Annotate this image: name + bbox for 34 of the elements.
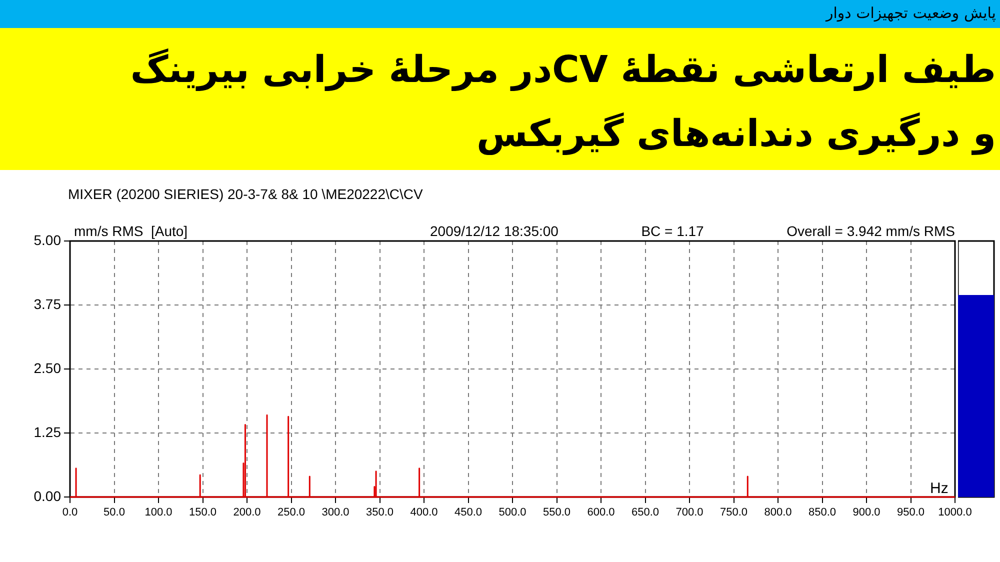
text: Overall = 3.942 mm/s RMS bbox=[786, 223, 955, 239]
y-tick-label: 2.50 bbox=[34, 360, 62, 376]
x-tick-label: 900.0 bbox=[852, 506, 880, 519]
y-tick-label: 0.00 bbox=[34, 488, 62, 504]
text: BC = 1.17 bbox=[641, 223, 704, 239]
x-tick-label: 50.0 bbox=[104, 506, 125, 519]
x-tick-label: 450.0 bbox=[454, 506, 482, 519]
y-tick-label: 1.25 bbox=[34, 424, 62, 440]
chart-subtitle: MIXER (20200 SIERIES) 20-3-7& 8& 10 \ME20222\C\CV bbox=[68, 186, 423, 202]
y-tick-label: 5.00 bbox=[34, 232, 62, 248]
x-tick-label: 550.0 bbox=[542, 506, 571, 519]
chart-title: طیف ارتعاشی نقطهٔ CVدر مرحلهٔ خرابی بیرینگ و درگیری دندانه‌های گیربکس bbox=[0, 28, 1000, 170]
x-tick-label: 150.0 bbox=[188, 506, 217, 519]
x-tick-label: 0.0 bbox=[62, 506, 78, 519]
text: 2009/12/12 18:35:00 bbox=[430, 223, 558, 239]
y-tick-label: 3.75 bbox=[34, 296, 62, 312]
x-tick-label: 700.0 bbox=[676, 506, 704, 519]
x-tick-label: 500.0 bbox=[498, 506, 526, 519]
text: پایش وضعیت تجهیزات دوار bbox=[826, 4, 996, 22]
x-tick-label: 750.0 bbox=[720, 506, 748, 519]
y-axis-title: mm/s RMS [Auto] bbox=[74, 223, 188, 239]
x-tick-label: 400.0 bbox=[410, 506, 438, 519]
x-tick-label: 350.0 bbox=[366, 506, 394, 519]
x-tick-label: 250.0 bbox=[277, 506, 306, 519]
x-tick-label: 200.0 bbox=[233, 506, 261, 519]
x-tick-label: 950.0 bbox=[896, 506, 925, 519]
x-tick-label: 300.0 bbox=[322, 506, 350, 519]
x-tick-label: 600.0 bbox=[587, 506, 615, 519]
x-axis-title: Hz bbox=[930, 480, 948, 497]
x-tick-label: 850.0 bbox=[808, 506, 836, 519]
x-tick-label: 800.0 bbox=[764, 506, 792, 519]
x-tick-label: 100.0 bbox=[144, 506, 172, 519]
x-tick-label: 650.0 bbox=[631, 506, 660, 519]
x-tick-label: 1000.0 bbox=[938, 506, 972, 519]
